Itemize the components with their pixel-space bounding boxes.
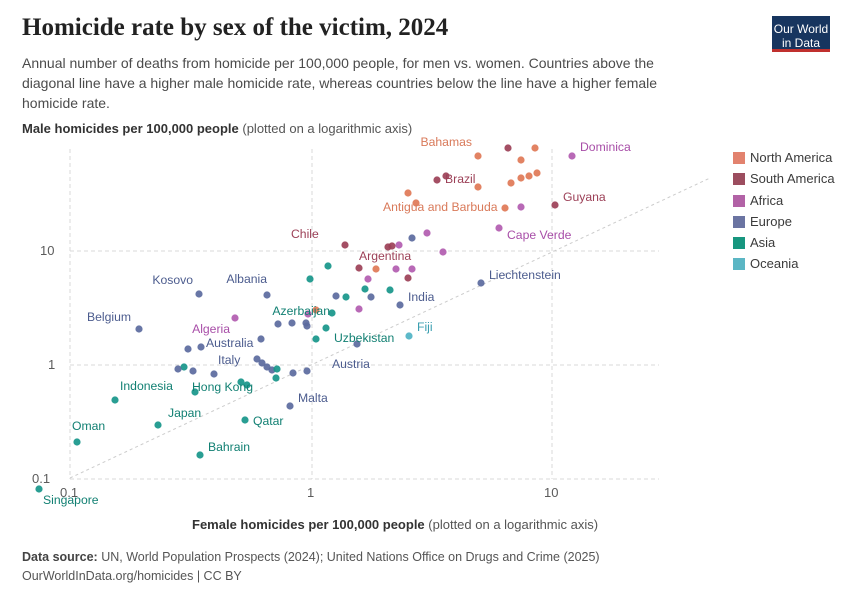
svg-text:Bahrain: Bahrain	[208, 440, 250, 454]
svg-text:Chile: Chile	[291, 227, 319, 241]
svg-text:Algeria: Algeria	[192, 322, 230, 336]
svg-text:Qatar: Qatar	[253, 414, 283, 428]
svg-text:India: India	[408, 290, 435, 304]
svg-text:Australia: Australia	[206, 336, 254, 350]
svg-text:Fiji: Fiji	[417, 320, 433, 334]
svg-text:Albania: Albania	[226, 272, 267, 286]
svg-text:Austria: Austria	[332, 357, 370, 371]
svg-text:Cape Verde: Cape Verde	[507, 228, 572, 242]
svg-text:Liechtenstein: Liechtenstein	[489, 268, 561, 282]
svg-text:Oman: Oman	[72, 419, 105, 433]
svg-text:Argentina: Argentina	[359, 249, 411, 263]
svg-text:Indonesia: Indonesia	[120, 379, 173, 393]
svg-text:Brazil: Brazil	[445, 172, 475, 186]
svg-text:Belgium: Belgium	[87, 310, 131, 324]
svg-text:Antigua and Barbuda: Antigua and Barbuda	[383, 200, 498, 214]
svg-text:Kosovo: Kosovo	[152, 273, 193, 287]
svg-text:Malta: Malta	[298, 391, 328, 405]
svg-text:Italy: Italy	[218, 353, 241, 367]
svg-text:Azerbaijan: Azerbaijan	[272, 304, 330, 318]
svg-text:Hong Kong: Hong Kong	[192, 380, 253, 394]
svg-text:Uzbekistan: Uzbekistan	[334, 331, 394, 345]
svg-text:Bahamas: Bahamas	[421, 135, 473, 149]
svg-text:Japan: Japan	[168, 406, 201, 420]
svg-text:Guyana: Guyana	[563, 190, 606, 204]
svg-text:Dominica: Dominica	[580, 140, 631, 154]
